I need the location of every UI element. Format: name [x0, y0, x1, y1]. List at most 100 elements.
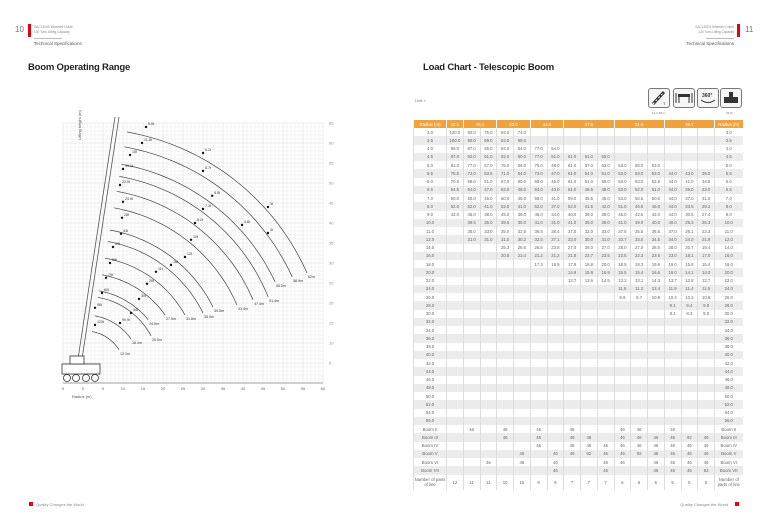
capacity-cell: [513, 293, 531, 302]
radius-cell: 32.0: [413, 317, 447, 326]
capacity-cell: 15.8: [680, 260, 698, 269]
capacity-cell: [446, 301, 464, 310]
parts-cell: 10: [496, 474, 514, 490]
capacity-cell: 51.0: [596, 169, 614, 178]
capacity-cell: 27.0: [630, 243, 648, 252]
x-tick-label: 5: [62, 386, 65, 391]
capacity-cell: 12.7: [563, 276, 581, 285]
chart-axes: 5 0 5 10 15 20 25 30 35 40 45 50 55 60510152025303540…: [62, 121, 334, 392]
boom-extension-cell: [479, 466, 497, 475]
boom-extension-cell: 46: [596, 466, 614, 475]
load-point: [144, 125, 148, 129]
capacity-cell: 12.8: [680, 276, 698, 285]
capacity-cell: 35.0: [462, 227, 480, 236]
parts-cell: 7: [596, 474, 614, 490]
load-point: [120, 216, 124, 219]
radius-cell: 4.0: [714, 144, 743, 153]
capacity-cell: 13.2: [613, 276, 631, 285]
capacity-cell: [630, 400, 648, 409]
capacity-cell: 44.0: [663, 169, 681, 178]
capacity-cell: [596, 408, 614, 417]
boom-section-row: Boom VI 46 46 46 46 46 46 46 46 46 Boom VI: [413, 458, 743, 467]
boom-section-label: Boom III: [714, 433, 743, 442]
table-row: 34.0 34.0: [413, 326, 743, 335]
radius-cell: 20.0: [714, 268, 743, 277]
x-tick-label: 5: [102, 386, 105, 391]
table-row: 24.0 11.6 11.2 12.4 11.9 11.4 11.5 24.0: [413, 284, 743, 293]
boom-extension-cell: 46: [546, 466, 564, 475]
capacity-cell: [479, 350, 497, 359]
capacity-cell: [647, 326, 665, 335]
capacity-cell: [462, 243, 480, 252]
load-label: 7.3t: [205, 204, 211, 208]
y-tick-label: 5: [329, 361, 332, 366]
capacity-cell: 10.4: [663, 293, 681, 302]
capacity-cell: [563, 375, 581, 384]
capacity-cell: 57.0: [479, 161, 497, 170]
capacity-cell: 15.4: [697, 260, 715, 269]
capacity-cell: [630, 392, 648, 401]
capacity-cell: 64.0: [513, 144, 531, 153]
capacity-cell: [513, 359, 531, 368]
radius-cell: 42.0: [714, 359, 743, 368]
capacity-cell: [446, 350, 464, 359]
table-row: 10.0 39.5 35.0 39.5 35.0 41.0 31.0 41.0 35.0 36.0…: [413, 218, 743, 227]
boom-extension-cell: [546, 433, 564, 442]
capacity-cell: [680, 400, 698, 409]
capacity-cell: [697, 400, 715, 409]
capacity-cell: 50.0: [647, 194, 665, 203]
radius-cell: 3.5: [714, 136, 743, 145]
capacity-cell: 23.8: [546, 243, 564, 252]
load-label: 79t: [108, 273, 113, 277]
capacity-cell: [663, 136, 681, 145]
table-row: 5.0 81.0 77.0 57.0 76.0 56.0 75.0 48.0 61.0 57.0 5…: [413, 161, 743, 170]
capacity-cell: [563, 342, 581, 351]
capacity-cell: [697, 367, 715, 376]
capacity-cell: [529, 326, 547, 335]
radius-cell: 36.0: [714, 334, 743, 343]
boom-curve: [113, 207, 238, 306]
radius-cell: 52.0: [413, 400, 447, 409]
capacity-cell: [580, 392, 598, 401]
capacity-cell: [563, 416, 581, 425]
capacity-cell: [647, 128, 665, 137]
capacity-cell: [479, 408, 497, 417]
table-row: 38.0 38.0: [413, 342, 743, 351]
capacity-cell: 82.0: [496, 152, 514, 161]
capacity-cell: 68.0: [513, 136, 531, 145]
capacity-cell: 9.1: [663, 301, 681, 310]
table-row: 50.0 50.0: [413, 392, 743, 401]
boom-extension-cell: 46: [596, 449, 614, 458]
capacity-cell: 61.0: [580, 152, 598, 161]
capacity-cell: [580, 293, 598, 302]
x-tick-label: 0: [82, 386, 85, 391]
boom-extension-cell: 46: [613, 433, 631, 442]
radius-cell: 28.0: [714, 301, 743, 310]
capacity-cell: [496, 276, 514, 285]
capacity-cell: [697, 136, 715, 145]
page-number-left: 10: [15, 25, 24, 34]
table-row: 3.5 100.0 90.0 69.0 84.0 68.0 3.5: [413, 136, 743, 145]
capacity-cell: [546, 350, 564, 359]
capacity-cell: [446, 375, 464, 384]
capacity-cell: 100.0: [446, 136, 464, 145]
boom-length-header: 16.1: [462, 120, 497, 128]
capacity-cell: [613, 309, 631, 318]
capacity-cell: [513, 416, 531, 425]
boom-curve: [97, 296, 152, 336]
load-label: 51t: [115, 242, 120, 246]
capacity-cell: 75.0: [529, 161, 547, 170]
y-tick-label: 35: [329, 241, 334, 246]
boom-extension-cell: 46: [580, 441, 598, 450]
capacity-cell: 72.0: [462, 169, 480, 178]
load-label: 59t: [112, 258, 117, 262]
capacity-cell: [613, 301, 631, 310]
capacity-cell: [479, 293, 497, 302]
parts-cell: 6: [613, 474, 631, 490]
capacity-cell: 39.5: [496, 218, 514, 227]
capacity-cell: 54.0: [513, 169, 531, 178]
parts-cell: 5: [697, 474, 715, 490]
capacity-cell: 61.0: [563, 152, 581, 161]
section-label: Technical Specifications: [34, 41, 82, 46]
boom-extension-cell: [529, 458, 547, 467]
